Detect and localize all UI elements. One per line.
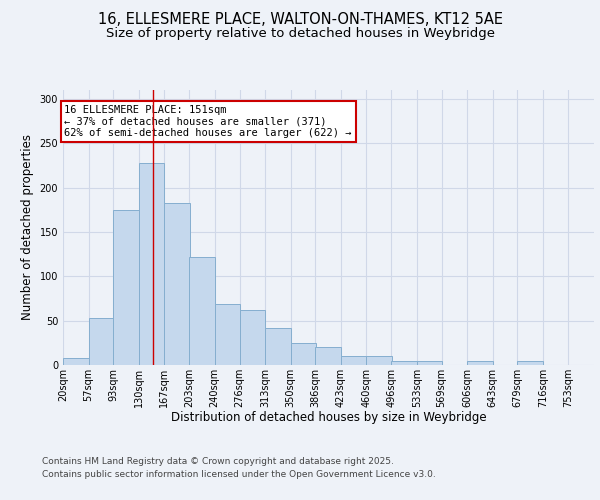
Y-axis label: Number of detached properties: Number of detached properties xyxy=(21,134,34,320)
Text: 16 ELLESMERE PLACE: 151sqm
← 37% of detached houses are smaller (371)
62% of sem: 16 ELLESMERE PLACE: 151sqm ← 37% of deta… xyxy=(64,105,352,138)
Bar xyxy=(316,348,341,365)
Bar xyxy=(341,356,367,365)
Text: Contains HM Land Registry data © Crown copyright and database right 2025.: Contains HM Land Registry data © Crown c… xyxy=(42,458,394,466)
Bar xyxy=(265,328,290,365)
Text: 16, ELLESMERE PLACE, WALTON-ON-THAMES, KT12 5AE: 16, ELLESMERE PLACE, WALTON-ON-THAMES, K… xyxy=(97,12,503,28)
Bar xyxy=(139,162,164,365)
Bar xyxy=(113,210,139,365)
Bar xyxy=(164,202,190,365)
Bar xyxy=(391,362,417,365)
Bar xyxy=(63,358,89,365)
Text: Size of property relative to detached houses in Weybridge: Size of property relative to detached ho… xyxy=(106,28,494,40)
Bar xyxy=(367,356,392,365)
Bar xyxy=(417,362,442,365)
Bar xyxy=(239,310,265,365)
Bar xyxy=(215,304,240,365)
Bar xyxy=(467,362,493,365)
Bar xyxy=(290,343,316,365)
X-axis label: Distribution of detached houses by size in Weybridge: Distribution of detached houses by size … xyxy=(170,412,487,424)
Text: Contains public sector information licensed under the Open Government Licence v3: Contains public sector information licen… xyxy=(42,470,436,479)
Bar xyxy=(517,362,543,365)
Bar xyxy=(189,257,215,365)
Bar xyxy=(89,318,114,365)
